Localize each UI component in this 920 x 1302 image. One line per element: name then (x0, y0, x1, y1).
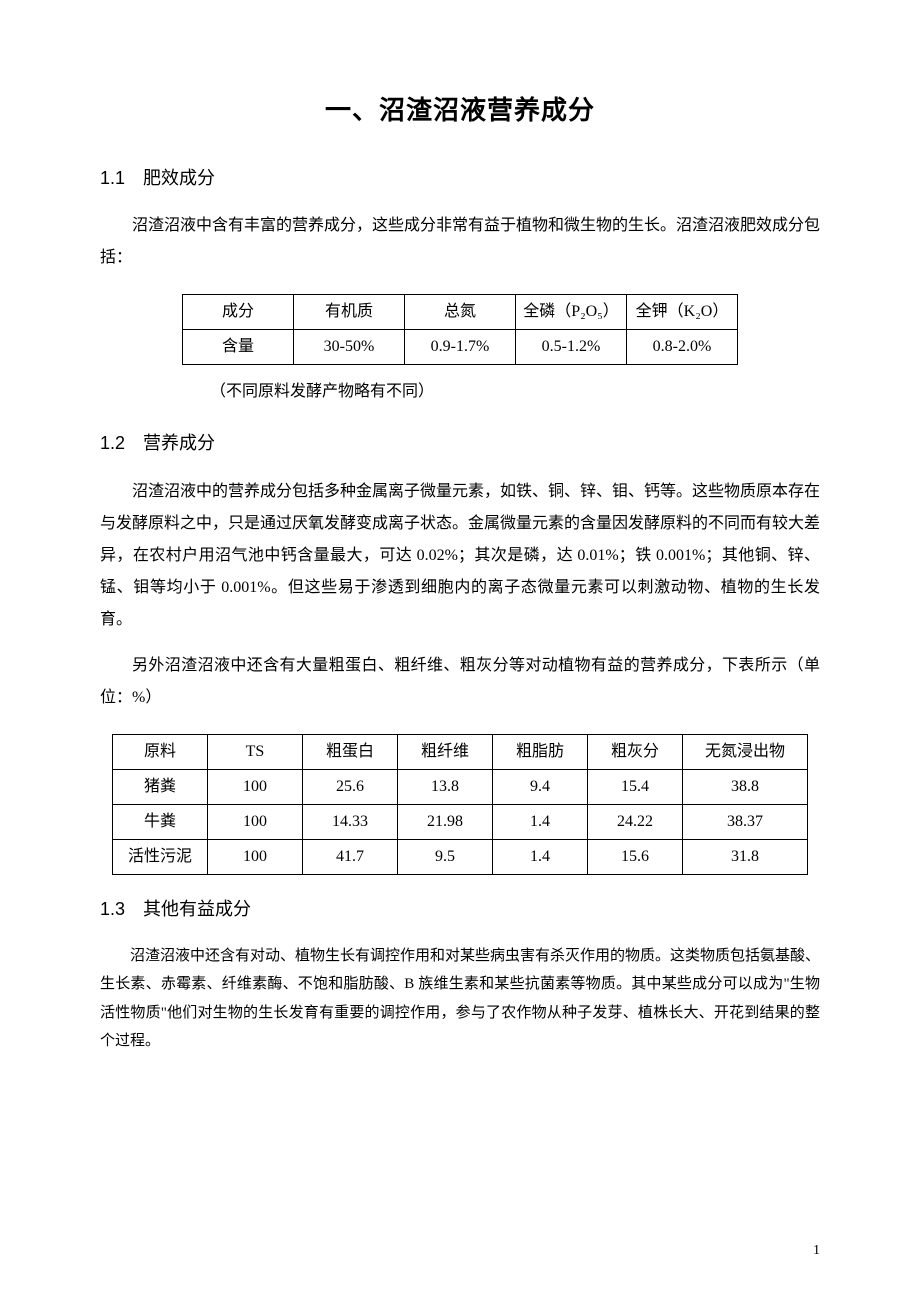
table-cell: 15.4 (588, 769, 683, 804)
table-cell: 1.4 (493, 839, 588, 874)
table-header-cell: 全磷（P₂O₅） (516, 295, 627, 330)
table-cell: 9.5 (398, 839, 493, 874)
table-cell: 含量 (183, 330, 294, 365)
table-cell: 25.6 (303, 769, 398, 804)
table-header-cell: 成分 (183, 295, 294, 330)
table-cell: 30-50% (294, 330, 405, 365)
table-cell: 38.37 (683, 804, 808, 839)
table-row: 猪粪 100 25.6 13.8 9.4 15.4 38.8 (113, 769, 808, 804)
table-cell: 31.8 (683, 839, 808, 874)
table-cell: 活性污泥 (113, 839, 208, 874)
table-cell: 100 (208, 769, 303, 804)
paragraph-2-2: 另外沼渣沼液中还含有大量粗蛋白、粗纤维、粗灰分等对动植物有益的营养成分，下表所示… (100, 650, 820, 714)
table-cell: 1.4 (493, 804, 588, 839)
section-number: 1.3 (100, 895, 125, 924)
table-header-cell: 总氮 (405, 295, 516, 330)
section-heading-1-3: 1.3 其他有益成分 (100, 895, 820, 924)
table-cell: 0.5-1.2% (516, 330, 627, 365)
table-note: （不同原料发酵产物略有不同） (210, 379, 820, 405)
table-cell: 牛粪 (113, 804, 208, 839)
table-header-cell: TS (208, 734, 303, 769)
table-cell: 41.7 (303, 839, 398, 874)
section-number: 1.2 (100, 429, 125, 458)
table-cell: 14.33 (303, 804, 398, 839)
table-row: 成分 有机质 总氮 全磷（P₂O₅） 全钾（K₂O） (183, 295, 738, 330)
table-cell: 0.8-2.0% (627, 330, 738, 365)
table-cell: 13.8 (398, 769, 493, 804)
document-title: 一、沼渣沼液营养成分 (100, 90, 820, 132)
paragraph-1-1: 沼渣沼液中含有丰富的营养成分，这些成分非常有益于植物和微生物的生长。沼渣沼液肥效… (100, 210, 820, 274)
table-header-cell: 有机质 (294, 295, 405, 330)
section-title: 其他有益成分 (143, 899, 251, 919)
table-row: 活性污泥 100 41.7 9.5 1.4 15.6 31.8 (113, 839, 808, 874)
section-title: 营养成分 (143, 433, 215, 453)
table-header-cell: 粗蛋白 (303, 734, 398, 769)
fertilizer-table: 成分 有机质 总氮 全磷（P₂O₅） 全钾（K₂O） 含量 30-50% 0.9… (182, 294, 738, 365)
table-cell: 15.6 (588, 839, 683, 874)
table-header-cell: 无氮浸出物 (683, 734, 808, 769)
section-heading-1-1: 1.1 肥效成分 (100, 164, 820, 193)
table-cell: 9.4 (493, 769, 588, 804)
table-cell: 100 (208, 804, 303, 839)
table-cell: 100 (208, 839, 303, 874)
table-cell: 38.8 (683, 769, 808, 804)
section-heading-1-2: 1.2 营养成分 (100, 429, 820, 458)
nutrition-table: 原料 TS 粗蛋白 粗纤维 粗脂肪 粗灰分 无氮浸出物 猪粪 100 25.6 … (112, 734, 808, 875)
page-number: 1 (813, 1240, 820, 1262)
paragraph-3-1: 沼渣沼液中还含有对动、植物生长有调控作用和对某些病虫害有杀灭作用的物质。这类物质… (100, 942, 820, 1056)
table-header-cell: 粗纤维 (398, 734, 493, 769)
table-row: 原料 TS 粗蛋白 粗纤维 粗脂肪 粗灰分 无氮浸出物 (113, 734, 808, 769)
table-row: 含量 30-50% 0.9-1.7% 0.5-1.2% 0.8-2.0% (183, 330, 738, 365)
paragraph-2-1: 沼渣沼液中的营养成分包括多种金属离子微量元素，如铁、铜、锌、钼、钙等。这些物质原… (100, 476, 820, 636)
section-title: 肥效成分 (143, 168, 215, 188)
table-header-cell: 原料 (113, 734, 208, 769)
section-number: 1.1 (100, 164, 125, 193)
table-header-cell: 全钾（K₂O） (627, 295, 738, 330)
table-cell: 0.9-1.7% (405, 330, 516, 365)
table-cell: 猪粪 (113, 769, 208, 804)
table-header-cell: 粗脂肪 (493, 734, 588, 769)
table-cell: 21.98 (398, 804, 493, 839)
table-row: 牛粪 100 14.33 21.98 1.4 24.22 38.37 (113, 804, 808, 839)
table-cell: 24.22 (588, 804, 683, 839)
table-header-cell: 粗灰分 (588, 734, 683, 769)
